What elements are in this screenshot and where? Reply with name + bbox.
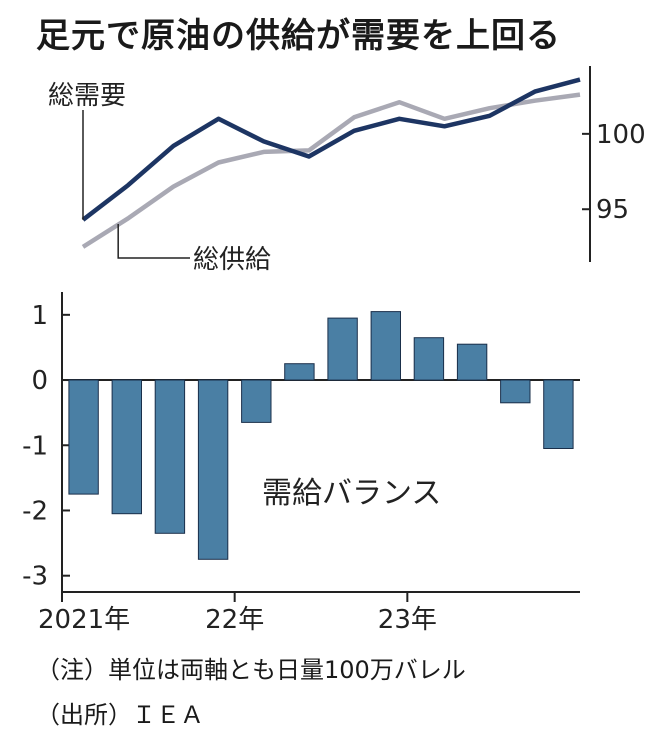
bar-chart-y-ticks: 1 0 -1 -2 -3: [22, 301, 70, 592]
line-y-tick-label: 100: [596, 120, 646, 150]
bar-x-tick-label: 22年: [205, 605, 264, 635]
bar-2023Q3: [500, 379, 531, 404]
bar-y-tick-label: 1: [31, 301, 48, 331]
chart-title: 足元で原油の供給が需要を上回る: [36, 16, 561, 56]
bar-x-tick-label: 2021年: [38, 605, 130, 635]
bar-chart-title: 需給バランス: [262, 476, 441, 511]
bar-2021Q2: [111, 379, 142, 515]
line-chart-y-ticks: 95 100: [582, 120, 646, 225]
supply-label-leader: [117, 224, 190, 259]
bar-series: [68, 311, 574, 560]
bar-x-tick-label: 23年: [378, 605, 437, 635]
series-line-supply: [81, 92, 581, 249]
series-label-supply: 総供給: [193, 245, 271, 275]
bar-2023Q1: [413, 337, 445, 381]
bar-y-tick-label: 0: [31, 366, 48, 396]
bar-2022Q2: [284, 363, 315, 381]
bar-y-tick-label: -2: [22, 496, 48, 526]
bar-2023Q2: [456, 343, 488, 381]
bar-2023Q4: [543, 379, 574, 449]
bar-y-tick-label: -1: [22, 431, 48, 461]
bar-y-tick-label: -3: [22, 562, 48, 592]
chart-canvas: 95 100 総需要 総供給 1 0 -1 -2 -3 2021年 22年 23年 需給バラン…: [22, 66, 646, 635]
source-note: （出所）ＩＥＡ: [36, 701, 204, 729]
bar-2022Q4: [370, 311, 402, 381]
bar-2021Q3: [154, 379, 186, 534]
bar-chart-x-ticks: 2021年 22年 23年: [38, 592, 437, 635]
bar-2021Q4: [197, 379, 229, 560]
bar-chart: 1 0 -1 -2 -3 2021年 22年 23年 需給バランス: [22, 292, 580, 635]
line-y-tick-label: 95: [596, 195, 629, 225]
bar-2021Q1: [68, 379, 99, 495]
series-label-demand: 総需要: [48, 81, 126, 111]
unit-note: （注）単位は両軸とも日量100万バレル: [36, 656, 466, 684]
bar-2022Q3: [327, 317, 358, 381]
bar-2022Q1: [241, 379, 272, 423]
line-chart: 95 100 総需要 総供給: [48, 66, 646, 275]
series-line-demand: [81, 77, 581, 222]
